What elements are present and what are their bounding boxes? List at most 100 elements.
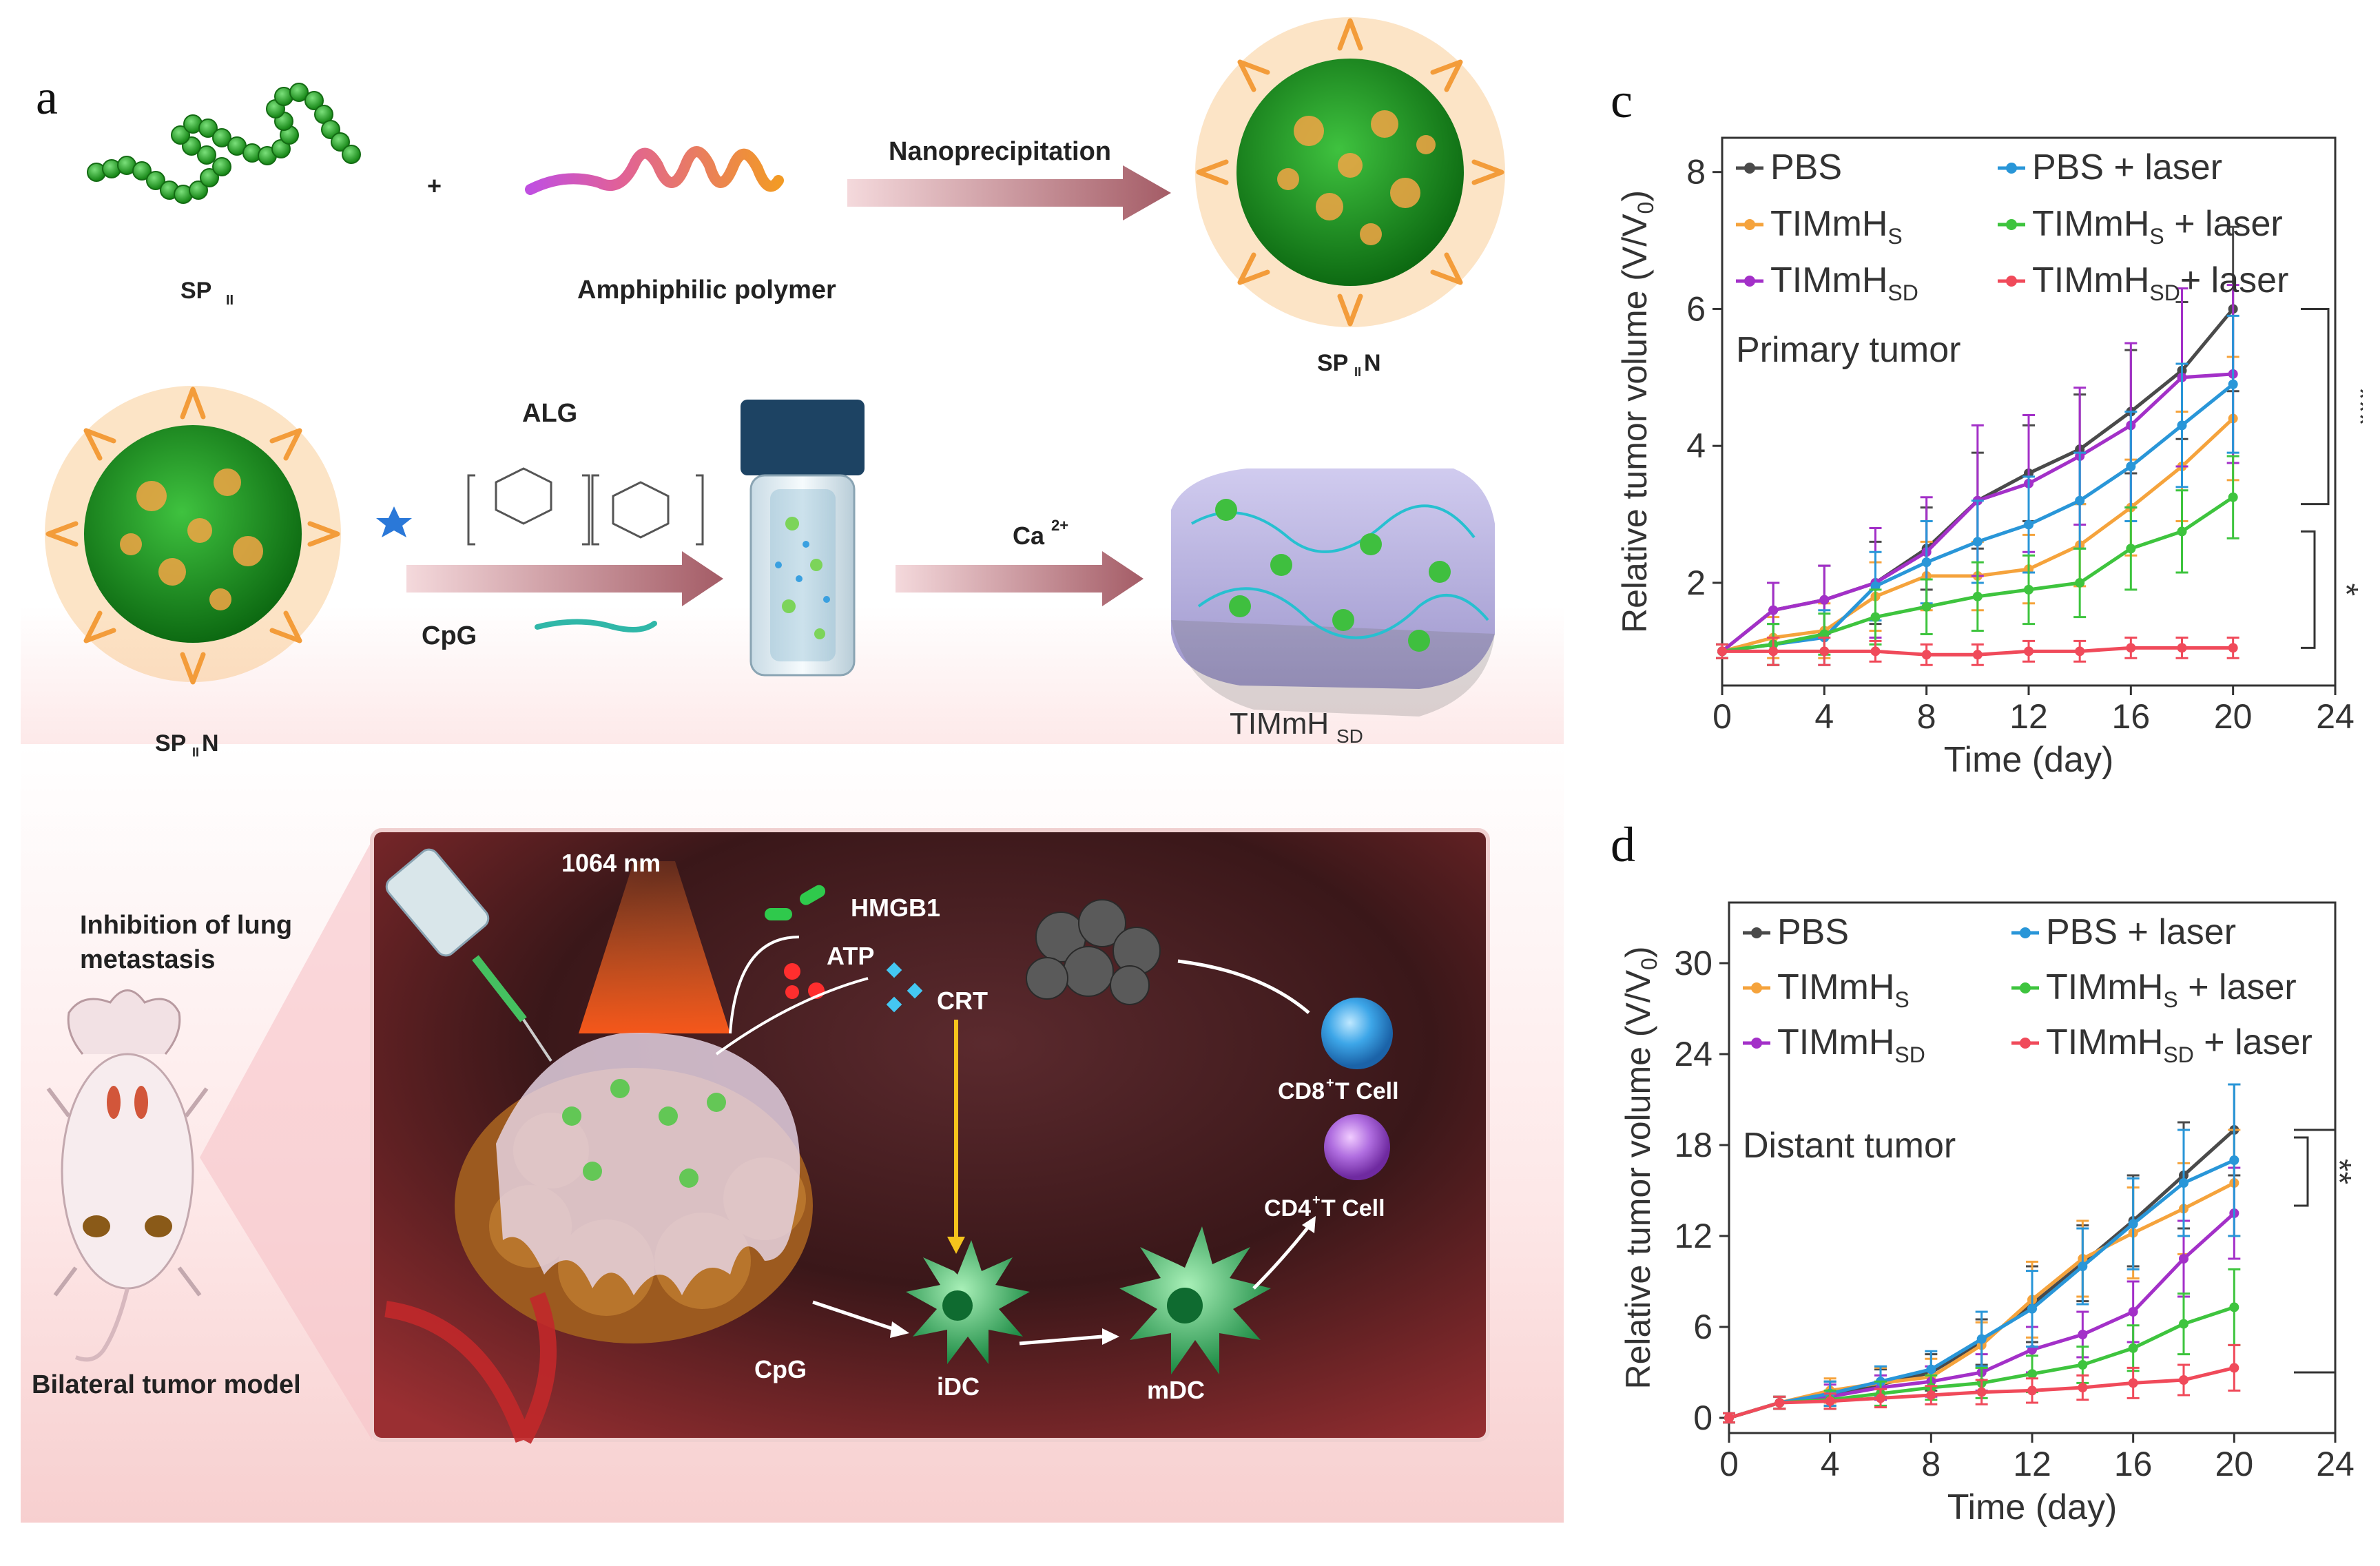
- idc-to-mdc-arrow: [1019, 1335, 1103, 1346]
- c1-legend-item-1: TIMmHS: [1743, 967, 1910, 1012]
- mdc-label: mDC: [1147, 1376, 1205, 1404]
- c1-legend-swatch-dot-1: [1751, 982, 1762, 993]
- plus-sign: +: [427, 172, 442, 200]
- spn-nanoparticle-top: [1195, 17, 1505, 327]
- sp-label: SP: [180, 278, 211, 304]
- c1-legend-label-4: TIMmHS + laser: [2046, 967, 2297, 1012]
- timmh-sub: SD: [1336, 725, 1363, 747]
- c0-legend-label-3: PBS + laser: [2032, 147, 2222, 187]
- c1-point-3-10: [2229, 1155, 2239, 1165]
- c1-significance-0: **: [2294, 1136, 2357, 1207]
- c0-point-4-5: [1972, 591, 1983, 601]
- laser-beam: [579, 861, 730, 1033]
- c1-legend-item-0: PBS: [1743, 912, 1849, 952]
- cpg-to-idc-arrow: [812, 1300, 896, 1332]
- c1-ytick-label-2: 12: [1674, 1217, 1712, 1255]
- c1-point-3-4: [1926, 1364, 1936, 1374]
- c1-annotation: Distant tumor: [1743, 1126, 1956, 1166]
- c0-point-3-10: [2228, 379, 2238, 389]
- cd4-sup: +: [1312, 1193, 1321, 1208]
- c1-point-2-9: [2179, 1254, 2188, 1264]
- cd8-sup: +: [1326, 1075, 1334, 1091]
- c1-xlabel: Time (day): [1947, 1487, 2118, 1527]
- spn-sub-top: II: [1354, 365, 1361, 379]
- mdc-to-tcell-arrow: [1252, 1225, 1310, 1290]
- scheme-b: Inhibition of lung metastasis Bilateral …: [32, 828, 1490, 1444]
- c0-point-5-10: [2228, 643, 2238, 653]
- ca-arrow: [896, 551, 1144, 606]
- c0-legend-swatch-dot-0: [1744, 163, 1755, 174]
- timmh-label: TIMmH: [1230, 707, 1329, 741]
- c1-ytick-label-3: 18: [1674, 1126, 1712, 1164]
- crt-molecules: [886, 962, 923, 1013]
- cpg-strand-shape: [535, 619, 657, 632]
- spn-sub-bottom: II: [192, 745, 199, 759]
- c1-xtick-label-6: 24: [2316, 1445, 2355, 1483]
- c0-ytick-label-2: 6: [1686, 289, 1706, 328]
- nm-label: 1064 nm: [561, 849, 661, 877]
- c1-xtick-label-4: 16: [2114, 1445, 2153, 1483]
- hmgb1-label: HMGB1: [851, 894, 940, 922]
- c0-legend-swatch-dot-3: [2006, 163, 2017, 174]
- c1-ytick-label-5: 30: [1674, 944, 1712, 982]
- mdc-cell: [1119, 1226, 1271, 1374]
- c0-point-4-7: [2075, 577, 2085, 588]
- c1-xtick-label-2: 8: [1921, 1445, 1941, 1483]
- inhibition-label-1: Inhibition of lung: [80, 911, 292, 940]
- c0-series-5: [1716, 636, 2239, 666]
- cpg-label-b: CpG: [754, 1355, 807, 1383]
- idc-cell: [906, 1240, 1030, 1364]
- c0-sig-label-1: *: [2328, 584, 2363, 597]
- panel-label-a: a: [36, 70, 58, 125]
- alg-label: ALG: [522, 399, 577, 428]
- cd8-label: CD8: [1278, 1078, 1325, 1104]
- c1-point-2-8: [2128, 1307, 2138, 1317]
- c1-legend-label-1: TIMmHS: [1777, 967, 1910, 1012]
- syringe-icon: [385, 848, 552, 1062]
- c0-legend-item-2: TIMmHSD: [1736, 260, 1918, 305]
- c0-sig-bracket-0: [2301, 307, 2330, 506]
- c1-point-5-7: [2078, 1383, 2088, 1392]
- c0-point-5-8: [2126, 643, 2136, 653]
- c0-sig-bracket-1: [2301, 530, 2316, 649]
- idc-label: iDC: [937, 1372, 980, 1401]
- c0-legend-item-4: TIMmHS + laser: [1998, 204, 2283, 249]
- c1-legend-swatch-dot-2: [1751, 1038, 1762, 1049]
- c0-legend-item-3: PBS + laser: [1998, 147, 2222, 187]
- release-arrow-2: [715, 977, 869, 1055]
- c1-significance-1: ***: [2294, 1129, 2363, 1374]
- cpg-label-a: CpG: [422, 621, 477, 650]
- c0-point-5-4: [1921, 650, 1932, 660]
- c0-legend-label-0: PBS: [1770, 147, 1842, 187]
- c1-legend-label-0: PBS: [1777, 912, 1849, 952]
- panel-label-d: d: [1611, 817, 1635, 872]
- c0-xtick-label-5: 20: [2214, 697, 2253, 736]
- c0-point-4-4: [1921, 601, 1932, 612]
- c0-xtick-label-2: 8: [1917, 697, 1936, 736]
- blood-vessel: [384, 1292, 557, 1444]
- c1-series-3: [1723, 1083, 2241, 1424]
- c1-ytick-label-4: 24: [1674, 1035, 1712, 1073]
- mouse-illustration: [46, 989, 209, 1362]
- c1-sig-label-0: **: [2321, 1159, 2357, 1184]
- c0-ytick-label-1: 4: [1686, 426, 1706, 465]
- c1-point-5-3: [1876, 1393, 1885, 1403]
- c1-legend-label-5: TIMmHSD + laser: [2046, 1022, 2312, 1067]
- zoom-wedge: [200, 841, 372, 1440]
- c1-sig-bracket-0: [2294, 1136, 2309, 1207]
- c0-point-4-9: [2177, 526, 2187, 537]
- c1-legend-item-3: PBS + laser: [2011, 912, 2236, 952]
- c0-point-2-1: [1768, 605, 1779, 615]
- c0-sig-label-0: ***: [2341, 387, 2363, 426]
- c0-xtick-label-0: 0: [1712, 697, 1732, 736]
- c1-legend-swatch-dot-0: [1751, 927, 1762, 938]
- c1-point-3-9: [2179, 1178, 2188, 1188]
- ca-sup: 2+: [1051, 517, 1068, 534]
- c0-point-5-7: [2075, 646, 2085, 657]
- c0-legend-swatch-dot-4: [2006, 219, 2017, 230]
- alg-structure-icon: [467, 467, 704, 546]
- c0-legend-item-5: TIMmHSD+ laser: [1998, 260, 2288, 305]
- c1-point-3-6: [2027, 1304, 2037, 1314]
- c1-ytick-label-1: 6: [1693, 1308, 1712, 1346]
- c1-legend-swatch-dot-5: [2020, 1038, 2031, 1049]
